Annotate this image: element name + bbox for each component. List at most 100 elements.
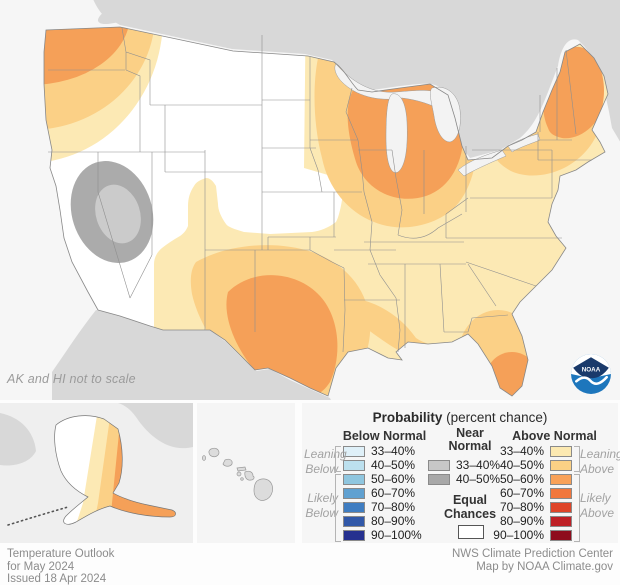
footer-agency: NWS Climate Prediction Center bbox=[451, 548, 613, 560]
canada-landmass-ak bbox=[118, 403, 193, 449]
color-swatch bbox=[550, 501, 572, 513]
equal-word: Equal bbox=[452, 493, 488, 507]
likely-word: Likely bbox=[307, 491, 338, 505]
likely-above-bracket bbox=[574, 474, 580, 542]
range-label: 33–40% bbox=[371, 444, 416, 458]
color-swatch bbox=[343, 501, 365, 513]
legend-row: 33–40% bbox=[494, 444, 572, 458]
color-swatch bbox=[550, 487, 572, 499]
hawaiian-islands bbox=[202, 447, 273, 501]
color-swatch bbox=[428, 459, 450, 471]
legend-row: 50–60% bbox=[343, 472, 422, 486]
conus-map: AK and HI not to scale NOAA bbox=[7, 0, 620, 400]
near-normal-inner bbox=[95, 184, 141, 244]
leaning-above-label: Leaning Above bbox=[580, 447, 620, 477]
alaska-inset bbox=[0, 403, 193, 543]
range-label: 40–50% bbox=[499, 458, 544, 472]
scale-note: AK and HI not to scale bbox=[7, 372, 136, 386]
range-label: 40–50% bbox=[456, 472, 501, 486]
legend-row: 70–80% bbox=[343, 500, 422, 514]
island-kahoolawe bbox=[240, 477, 244, 481]
footer-title-block: Temperature Outlook for May 2024 Issued … bbox=[7, 548, 114, 585]
color-swatch bbox=[550, 529, 572, 541]
lake-huron bbox=[430, 86, 461, 143]
russia-landmass bbox=[0, 413, 36, 466]
color-swatch bbox=[343, 487, 365, 499]
below-word: Below bbox=[305, 506, 338, 520]
noaa-gull-icon bbox=[575, 375, 609, 385]
leaning-above-bracket bbox=[574, 446, 580, 472]
footer-issued: Issued 18 Apr 2024 bbox=[7, 573, 107, 585]
footer-product: Temperature Outlook bbox=[7, 548, 115, 560]
near-header-line1: Near bbox=[456, 426, 484, 440]
hawaii-inset bbox=[197, 403, 295, 543]
leaning-below-bracket bbox=[335, 446, 341, 472]
range-label: 50–60% bbox=[499, 472, 544, 486]
above-40-50-gulf-coast bbox=[350, 298, 470, 362]
hawaii-inset-svg bbox=[197, 403, 295, 543]
equal-chances-swatch bbox=[458, 525, 484, 539]
legend-row: 60–70% bbox=[343, 486, 422, 500]
legend-row: 40–50% bbox=[494, 458, 572, 472]
below-normal-rows: 33–40% 40–50% 50–60% 60–70% 70–80% 80–90% 90–1… bbox=[343, 444, 422, 542]
likely-below-bracket bbox=[335, 474, 341, 542]
canada-landmass bbox=[93, 0, 620, 158]
noaa-emblem bbox=[573, 357, 609, 379]
legend-title: Probability (percent chance) bbox=[302, 410, 618, 425]
range-label: 33–40% bbox=[456, 458, 501, 472]
legend-row: 90–100% bbox=[493, 528, 572, 542]
footer-period: for May 2024 bbox=[7, 560, 75, 573]
above-normal-header: Above Normal bbox=[512, 429, 597, 443]
above-word: Above bbox=[580, 506, 615, 520]
island-kauai bbox=[208, 447, 220, 458]
equal-chances-header: Equal Chances bbox=[430, 493, 510, 521]
color-swatch bbox=[343, 459, 365, 471]
range-label: 50–60% bbox=[371, 472, 416, 486]
range-label: 60–70% bbox=[499, 486, 544, 500]
color-swatch bbox=[428, 473, 450, 485]
great-lakes bbox=[334, 63, 541, 177]
color-swatch bbox=[550, 459, 572, 471]
color-swatch bbox=[343, 445, 365, 457]
footer-credit-block: NWS Climate Prediction Center Map by NOA… bbox=[452, 548, 613, 573]
leaning-below-label: Leaning Below bbox=[304, 447, 347, 477]
range-label: 60–70% bbox=[371, 486, 416, 500]
below-word: Below bbox=[305, 462, 338, 476]
noaa-logo-svg: NOAA bbox=[571, 354, 611, 394]
lake-michigan bbox=[385, 93, 408, 173]
above-normal-rows: 33–40% 40–50% 50–60% 60–70% 70–80% 80–90% 90–1… bbox=[493, 444, 572, 542]
legend-row: 33–40% bbox=[428, 458, 500, 472]
legend-row: 33–40% bbox=[343, 444, 422, 458]
color-swatch bbox=[343, 473, 365, 485]
above-50-60-texas bbox=[226, 275, 338, 396]
color-swatch bbox=[343, 515, 365, 527]
island-hawaii bbox=[253, 478, 273, 501]
legend-row: 40–50% bbox=[343, 458, 422, 472]
alaska-inset-svg bbox=[0, 403, 193, 543]
legend-title-bold: Probability bbox=[372, 410, 443, 425]
near-normal-rows: 33–40% 40–50% bbox=[428, 458, 500, 486]
above-50-60-pnw bbox=[44, 27, 130, 85]
legend-row: 70–80% bbox=[494, 500, 572, 514]
chances-word: Chances bbox=[443, 507, 497, 521]
above-word: Above bbox=[580, 462, 615, 476]
conus-map-svg bbox=[43, 0, 620, 400]
range-label: 90–100% bbox=[493, 528, 544, 542]
below-normal-header: Below Normal bbox=[342, 429, 427, 443]
range-label: 40–50% bbox=[371, 458, 416, 472]
above-40-50-pnw bbox=[44, 27, 155, 130]
legend-row: 80–90% bbox=[494, 514, 572, 528]
range-label: 90–100% bbox=[371, 528, 422, 542]
island-oahu bbox=[222, 458, 233, 467]
leaning-word: Leaning bbox=[580, 447, 620, 461]
island-lanai bbox=[236, 471, 242, 477]
probability-legend: Probability (percent chance) Below Norma… bbox=[302, 403, 620, 543]
range-label: 80–90% bbox=[371, 514, 416, 528]
legend-row: 50–60% bbox=[494, 472, 572, 486]
legend-row: 80–90% bbox=[343, 514, 422, 528]
near-normal-header: Near Normal bbox=[430, 427, 510, 453]
range-label: 70–80% bbox=[499, 500, 544, 514]
island-niihau bbox=[202, 455, 206, 461]
likely-word: Likely bbox=[580, 491, 611, 505]
vancouver-island bbox=[97, 0, 155, 24]
